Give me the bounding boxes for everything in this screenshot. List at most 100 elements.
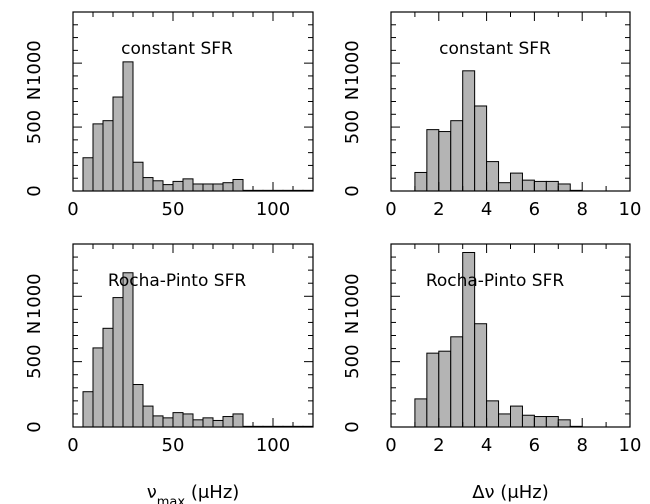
y-axis-title: N (24, 87, 45, 100)
histogram-bar (426, 129, 440, 192)
histogram-bar (450, 120, 464, 192)
histogram-bar (182, 178, 194, 192)
y-tick-label: 500 (24, 344, 45, 378)
x-tick-label: 4 (481, 435, 492, 456)
histogram-bar (510, 405, 523, 428)
x-tick-label: 2 (433, 199, 444, 220)
histogram-bar (192, 419, 204, 428)
histogram-bar (162, 184, 174, 192)
x-tick-label: 8 (576, 199, 587, 220)
panel-annotation: Rocha-Pinto SFR (108, 271, 247, 291)
panel-annotation: Rocha-Pinto SFR (426, 271, 565, 291)
x-tick-label: 0 (385, 199, 396, 220)
histogram-bar (510, 172, 523, 192)
histogram-bar (498, 413, 511, 428)
histogram-bar (545, 180, 559, 192)
panel-annotation: constant SFR (121, 39, 233, 59)
y-tick-label: 1000 (24, 40, 45, 86)
histogram-bar (232, 178, 244, 192)
histogram-bar (533, 416, 547, 428)
x-tick-label: 10 (619, 435, 642, 456)
histogram-bar (142, 177, 154, 192)
histogram-bar (521, 179, 535, 192)
x-tick-label: 6 (529, 199, 540, 220)
histogram-bar (474, 105, 488, 192)
x-tick-label: 6 (529, 435, 540, 456)
histogram-bar (182, 413, 194, 428)
y-tick-label: 0 (342, 421, 363, 432)
histogram-bar (521, 414, 535, 428)
histogram-bar (533, 180, 547, 192)
histogram-bar (122, 272, 134, 428)
histogram-bar (132, 161, 144, 192)
histogram-bar (414, 398, 428, 428)
histogram-bar (557, 183, 571, 192)
histogram-bar (545, 416, 559, 428)
histogram-bar (474, 323, 488, 428)
histogram-bar (438, 350, 452, 428)
y-tick-label: 0 (24, 185, 45, 196)
histogram-bar (152, 180, 164, 192)
histogram-bar (162, 417, 174, 428)
x-tick-label: 2 (433, 435, 444, 456)
histogram-bar (82, 391, 94, 428)
y-tick-label: 1000 (342, 40, 363, 86)
x-tick-label: 100 (256, 435, 290, 456)
panel-bottom-right: 0 2 4 6 8 10 0 500 1000 N Rocha-Pinto SFR Δν (μHz) (342, 243, 642, 503)
histogram-bar (172, 412, 184, 428)
y-tick-label: 500 (24, 110, 45, 144)
histogram-bar (102, 327, 114, 428)
histogram-bar (82, 157, 94, 192)
histogram-bar (212, 183, 224, 192)
histogram-bar (557, 419, 571, 428)
histogram-bar (222, 182, 234, 192)
x-axis-title: Δν (μHz) (472, 482, 549, 503)
x-tick-label: 8 (576, 435, 587, 456)
y-axis-title: N (342, 321, 363, 334)
y-axis-title: N (24, 321, 45, 334)
y-tick-label: 1000 (342, 273, 363, 319)
x-tick-label: 100 (256, 199, 290, 220)
histogram-bar (112, 96, 124, 192)
histogram-bar (152, 415, 164, 428)
histogram-bar (486, 400, 500, 428)
histogram-bar (122, 61, 134, 192)
histogram-bar (222, 416, 234, 428)
y-tick-label: 500 (342, 110, 363, 144)
y-tick-label: 1000 (24, 273, 45, 319)
y-tick-label: 0 (342, 185, 363, 196)
histogram-bar (202, 417, 214, 428)
x-axis-title: νmax (μHz) (147, 482, 240, 504)
histogram-bar (172, 180, 184, 192)
y-tick-label: 0 (24, 421, 45, 432)
histogram-bar (232, 413, 244, 428)
x-tick-label: 50 (162, 435, 185, 456)
y-tick-label: 500 (342, 344, 363, 378)
histogram-bar (450, 336, 464, 428)
histogram-bar (112, 297, 124, 428)
histogram-bar (142, 405, 154, 428)
histogram-bar (92, 123, 104, 192)
x-tick-label: 4 (481, 199, 492, 220)
y-axis-title: N (342, 87, 363, 100)
histogram-bar (92, 347, 104, 428)
histogram-bar (438, 131, 452, 192)
histogram-bar (202, 183, 214, 192)
histogram-bar (102, 120, 114, 192)
histogram-bar (212, 419, 224, 428)
x-tick-label: 0 (385, 435, 396, 456)
histogram-bar (132, 384, 144, 428)
x-tick-label: 0 (67, 199, 78, 220)
histogram-bar (498, 182, 511, 192)
histogram-bar (426, 352, 440, 428)
histogram-bar (462, 70, 476, 192)
panel-annotation: constant SFR (439, 39, 551, 59)
x-tick-label: 10 (619, 199, 642, 220)
histogram-bar (486, 161, 500, 192)
x-tick-label: 50 (162, 199, 185, 220)
